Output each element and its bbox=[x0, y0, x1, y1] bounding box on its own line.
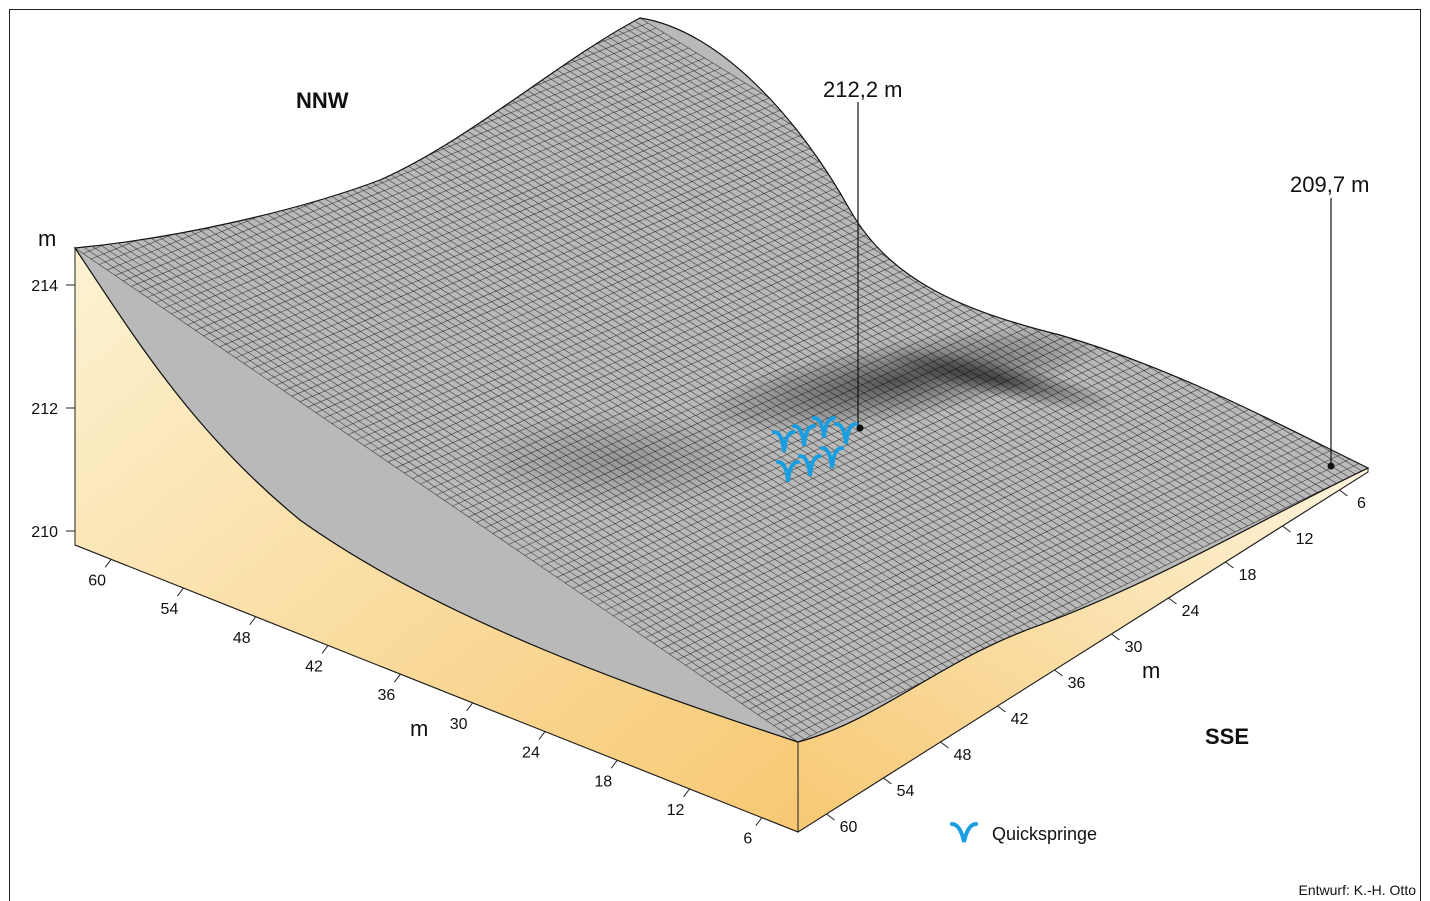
right-axis-tick bbox=[826, 813, 835, 821]
spring-symbol-icon bbox=[820, 446, 844, 469]
right-axis-baseline bbox=[797, 471, 1369, 833]
mesh-line bbox=[545, 56, 1274, 514]
terrain-surface bbox=[73, 17, 1370, 743]
right-axis-tick bbox=[883, 777, 892, 785]
left-axis-tick-label: 6 bbox=[743, 831, 752, 848]
figure-frame bbox=[9, 9, 1421, 901]
right-axis-tick bbox=[1168, 597, 1177, 605]
terrain-mesh bbox=[75, 18, 1368, 742]
mesh-line bbox=[717, 417, 1288, 688]
spring-symbol-icon bbox=[792, 424, 816, 447]
mesh-line bbox=[765, 447, 1336, 721]
left-axis-tick bbox=[393, 673, 401, 683]
left-axis-tick bbox=[538, 731, 546, 740]
spring-cluster bbox=[772, 416, 858, 483]
peak-1-label: 212,2 m bbox=[823, 77, 903, 102]
left-axis-tick bbox=[321, 645, 329, 654]
right-axis-tick bbox=[1225, 561, 1234, 569]
legend-label: Quickspringe bbox=[992, 824, 1097, 844]
spring-symbol-icon bbox=[812, 416, 836, 439]
right-axis-tick-label: 30 bbox=[1125, 639, 1143, 656]
vertical-axis: 214 212 210 m bbox=[31, 226, 76, 545]
right-axis-tick-label: 36 bbox=[1068, 675, 1086, 692]
peak-2-point bbox=[1327, 462, 1335, 470]
v-tick-210: 210 bbox=[31, 524, 58, 541]
mesh-line bbox=[709, 412, 1280, 682]
mesh-line bbox=[757, 442, 1328, 715]
mesh-line bbox=[701, 407, 1272, 677]
right-axis-tick-label: 24 bbox=[1182, 603, 1200, 620]
vertical-unit: m bbox=[38, 226, 56, 251]
spring-symbol-icon bbox=[798, 454, 822, 477]
legend-spring-icon bbox=[950, 822, 978, 843]
right-axis-tick bbox=[1282, 525, 1291, 533]
mesh-line bbox=[797, 467, 1368, 742]
left-axis-tick-label: 24 bbox=[522, 745, 540, 762]
right-axis-tick-label: 12 bbox=[1296, 531, 1314, 548]
mesh-line bbox=[773, 452, 1344, 726]
left-axis-tick-label: 48 bbox=[233, 630, 251, 647]
mesh-line bbox=[789, 462, 1361, 737]
direction-sse: SSE bbox=[1205, 724, 1249, 749]
spring-symbol-icon bbox=[776, 460, 800, 483]
left-axis-tick-label: 60 bbox=[88, 572, 106, 589]
mesh-line bbox=[685, 397, 1255, 666]
right-axis-tick-label: 60 bbox=[840, 819, 858, 836]
right-axis-tick-label: 48 bbox=[954, 747, 972, 764]
spring-symbol-icon bbox=[834, 422, 858, 445]
left-axis-tick bbox=[683, 788, 690, 798]
legend: Quickspringe bbox=[950, 822, 1097, 844]
direction-nnw: NNW bbox=[296, 88, 349, 113]
right-axis-tick bbox=[1111, 633, 1120, 641]
mesh-line bbox=[733, 427, 1304, 699]
right-axis-tick bbox=[1054, 669, 1063, 677]
mesh-line bbox=[741, 432, 1312, 704]
left-axis-tick bbox=[177, 587, 184, 597]
left-axis-tick-label: 36 bbox=[377, 687, 395, 704]
left-axis-baseline bbox=[74, 544, 799, 833]
mesh-line bbox=[693, 402, 1263, 671]
right-axis-tick bbox=[940, 741, 949, 749]
spring-symbol-icon bbox=[772, 430, 796, 453]
credit: Entwurf: K.-H. Otto bbox=[1299, 882, 1417, 898]
v-tick-214: 214 bbox=[31, 278, 58, 295]
right-axis-unit: m bbox=[1142, 658, 1160, 683]
right-axis-tick-label: 18 bbox=[1239, 567, 1257, 584]
left-axis: m 60 54 48 42 36 30 24 18 12 6 bbox=[74, 544, 799, 848]
left-axis-tick bbox=[249, 616, 257, 626]
terrain-shading bbox=[460, 326, 1118, 510]
v-tick-212: 212 bbox=[31, 401, 58, 418]
left-axis-tick-label: 42 bbox=[305, 658, 323, 675]
left-axis-tick-label: 18 bbox=[594, 773, 612, 790]
left-axis-tick-label: 54 bbox=[161, 601, 179, 618]
left-axis-tick bbox=[755, 817, 763, 826]
left-axis-tick-label: 30 bbox=[450, 716, 468, 733]
mesh-line bbox=[725, 422, 1296, 693]
peak-2-label: 209,7 m bbox=[1290, 172, 1370, 197]
right-axis-tick-label: 42 bbox=[1011, 711, 1029, 728]
right-axis-tick-label: 54 bbox=[897, 783, 915, 800]
left-axis-unit: m bbox=[410, 716, 428, 741]
left-axis-tick bbox=[466, 702, 474, 712]
right-axis-tick-label: 6 bbox=[1357, 495, 1366, 512]
right-axis: m 60 54 48 42 36 30 24 18 12 6 bbox=[797, 471, 1369, 836]
mesh-line bbox=[551, 53, 1280, 511]
right-axis-tick bbox=[1339, 489, 1348, 497]
mesh-line bbox=[749, 437, 1320, 710]
peak-1-point bbox=[856, 424, 864, 432]
left-axis-tick bbox=[104, 559, 112, 568]
right-axis-tick bbox=[997, 705, 1006, 713]
left-axis-tick-label: 12 bbox=[667, 802, 685, 819]
left-axis-tick bbox=[610, 759, 618, 769]
mesh-line bbox=[781, 457, 1352, 732]
